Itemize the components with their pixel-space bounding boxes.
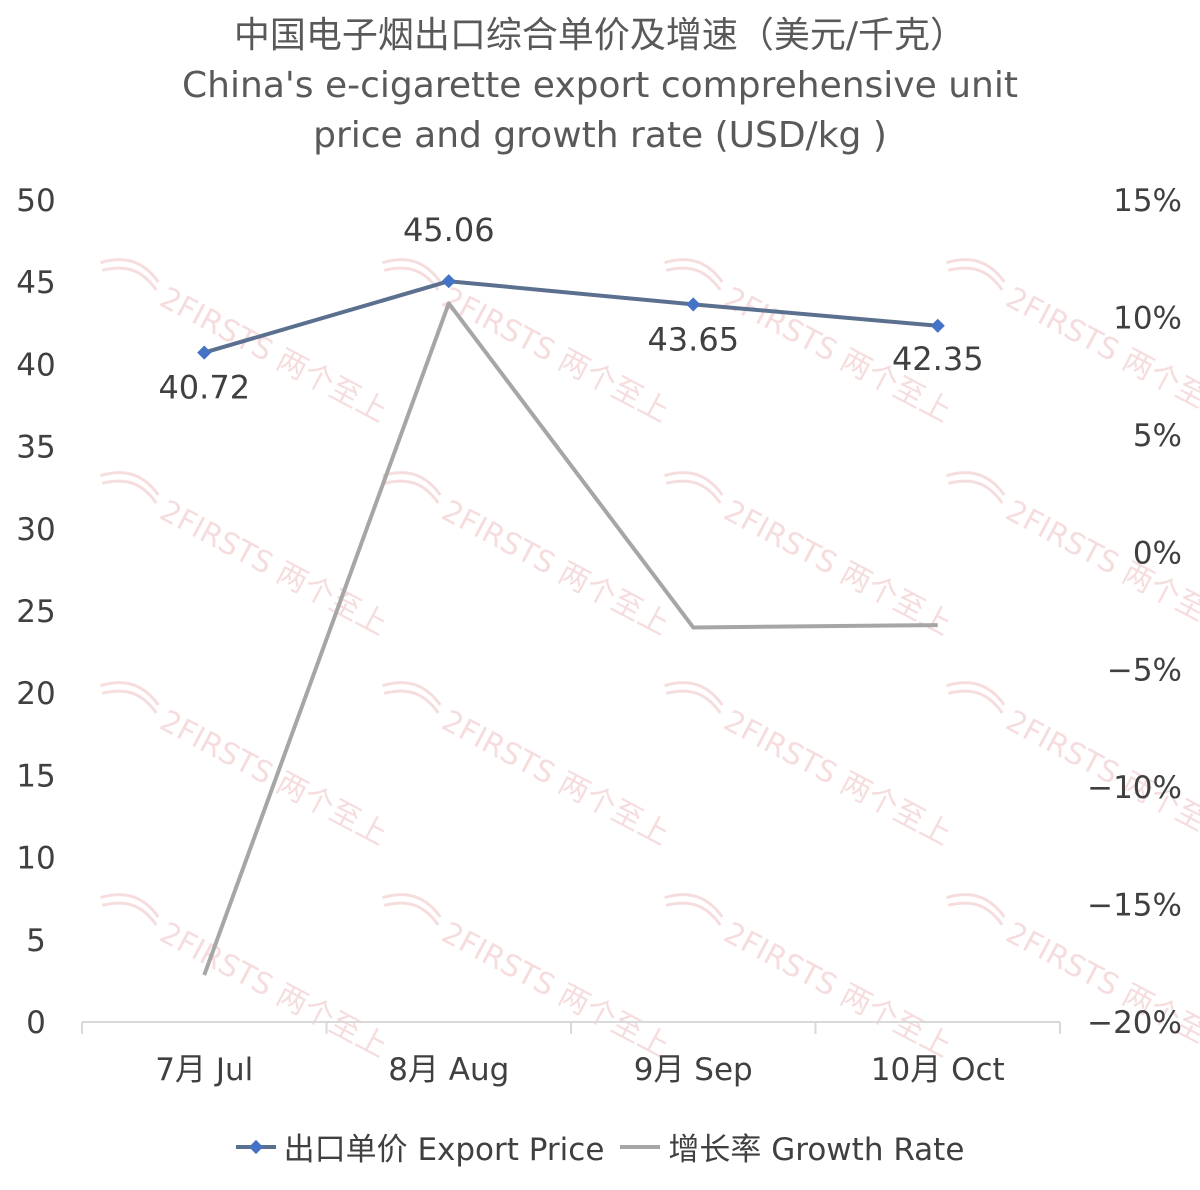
watermark-text: 2FIRSTS 两个至上: [154, 916, 393, 1065]
watermark-logo-icon: [664, 258, 724, 291]
watermark-logo-icon: [664, 681, 724, 714]
watermark-logo-icon: [664, 893, 724, 926]
series-layer: [197, 274, 945, 976]
watermark-logo-icon: [946, 893, 1006, 926]
y-left-tick-label-3: 15: [16, 758, 55, 794]
y-left-tick-label-8: 40: [16, 347, 55, 383]
y-right-tick-label-5: 5%: [1133, 418, 1182, 454]
watermark-logo-icon: [100, 471, 160, 504]
watermark-layer: 2FIRSTS 两个至上 2FIRSTS 两个至上 2FIRSTS 两个至上 2FIR…: [100, 258, 1200, 1065]
legend: 出口单价 Export Price 增长率 Growth Rate: [0, 1124, 1200, 1169]
watermark-logo-icon: [100, 258, 160, 291]
y-left-tick-label-0: 0: [26, 1005, 46, 1041]
watermark-8: 2FIRSTS 两个至上: [100, 681, 393, 853]
x-tick-label-1: 8月 Aug: [388, 1052, 509, 1088]
legend-growth-rate-line-icon: [620, 1144, 661, 1149]
y-right-tick-label-3: −5%: [1107, 653, 1182, 689]
chart-title-english-line1: China's e-cigarette export comprehensive…: [182, 65, 1018, 106]
y-right-tick-label-0: −20%: [1087, 1005, 1182, 1041]
series-line-export-price: [203, 279, 938, 355]
watermark-text: 2FIRSTS 两个至上: [718, 916, 957, 1065]
y-left-tick-label-4: 20: [16, 676, 55, 712]
y-right-tick-label-7: 15%: [1113, 183, 1182, 219]
watermark-logo-icon: [664, 471, 724, 504]
watermark-6: 2FIRSTS 两个至上: [664, 471, 957, 643]
export-price-point-3: [930, 318, 945, 333]
watermark-logo-icon: [382, 471, 442, 504]
watermark-text: 2FIRSTS 两个至上: [436, 494, 675, 643]
y-left-tick-label-6: 30: [16, 512, 55, 548]
watermark-logo-icon: [100, 893, 160, 926]
y-left-tick-label-10: 50: [16, 183, 55, 219]
legend-label-growth-rate: 增长率 Growth Rate: [668, 1132, 965, 1168]
y-right-tick-label-4: 0%: [1133, 535, 1182, 571]
watermark-9: 2FIRSTS 两个至上: [382, 681, 675, 853]
legend-export-price-marker-icon: [235, 1139, 276, 1154]
export-price-data-label-1: 45.06: [403, 211, 495, 249]
y-left-tick-label-2: 10: [16, 841, 55, 877]
watermark-12: 2FIRSTS 两个至上: [100, 893, 393, 1065]
watermark-11: 2FIRSTS 两个至上: [946, 681, 1200, 853]
y-left-tick-label-1: 5: [26, 923, 46, 959]
watermark-text: 2FIRSTS 两个至上: [436, 704, 675, 853]
y-right-tick-label-6: 10%: [1113, 300, 1182, 336]
series-line-growth-rate: [202, 301, 938, 976]
watermark-text: 2FIRSTS 两个至上: [154, 494, 393, 643]
axes-layer: 7月 Jul 8月 Aug 9月 Sep 10月 Oct 0 5 10 15 20 25 30 35 4…: [16, 183, 1182, 1088]
watermark-14: 2FIRSTS 两个至上: [664, 893, 957, 1065]
watermark-text: 2FIRSTS 两个至上: [718, 704, 957, 853]
export-price-data-label-0: 40.72: [158, 369, 250, 407]
watermark-text: 2FIRSTS 两个至上: [436, 916, 675, 1065]
watermark-logo-icon: [946, 471, 1006, 504]
chart-title-chinese: 中国电子烟出口综合单价及增速（美元/千克）: [233, 15, 967, 56]
data-label-layer: 40.72 45.06 43.65 42.35: [158, 211, 983, 406]
y-left-tick-label-7: 35: [16, 430, 55, 466]
watermark-text: 2FIRSTS 两个至上: [1000, 916, 1200, 1065]
legend-item-growth-rate: 增长率 Growth Rate: [620, 1124, 964, 1169]
watermark-text: 2FIRSTS 两个至上: [154, 704, 393, 853]
watermark-logo-icon: [946, 258, 1006, 291]
y-right-tick-label-1: −15%: [1087, 888, 1182, 924]
watermark-13: 2FIRSTS 两个至上: [382, 893, 675, 1065]
y-right-tick-label-2: −10%: [1087, 770, 1182, 806]
x-tick-label-3: 10月 Oct: [871, 1052, 1005, 1088]
export-price-point-2: [686, 297, 701, 312]
legend-item-export-price: 出口单价 Export Price: [235, 1124, 605, 1169]
watermark-text: 2FIRSTS 两个至上: [154, 281, 393, 430]
x-tick-label-0: 7月 Jul: [155, 1052, 253, 1088]
watermark-logo-icon: [946, 681, 1006, 714]
watermark-5: 2FIRSTS 两个至上: [382, 471, 675, 643]
watermark-logo-icon: [382, 258, 442, 291]
chart-title-english-line2: price and growth rate (USD/kg ): [313, 115, 887, 156]
export-price-point-0: [197, 345, 212, 360]
watermark-text: 2FIRSTS 两个至上: [436, 281, 675, 430]
legend-label-export-price: 出口单价 Export Price: [283, 1132, 605, 1168]
y-left-tick-label-5: 25: [16, 594, 55, 630]
watermark-logo-icon: [100, 681, 160, 714]
watermark-4: 2FIRSTS 两个至上: [100, 471, 393, 643]
y-left-tick-label-9: 45: [16, 265, 55, 301]
watermark-logo-icon: [382, 893, 442, 926]
watermark-10: 2FIRSTS 两个至上: [664, 681, 957, 853]
export-price-data-label-2: 43.65: [647, 320, 739, 358]
watermark-text: 2FIRSTS 两个至上: [718, 494, 957, 643]
watermark-logo-icon: [382, 681, 442, 714]
export-price-point-1: [441, 274, 456, 289]
watermark-3: 2FIRSTS 两个至上: [946, 258, 1200, 430]
export-price-data-label-3: 42.35: [892, 340, 984, 378]
x-tick-label-2: 9月 Sep: [634, 1052, 753, 1088]
